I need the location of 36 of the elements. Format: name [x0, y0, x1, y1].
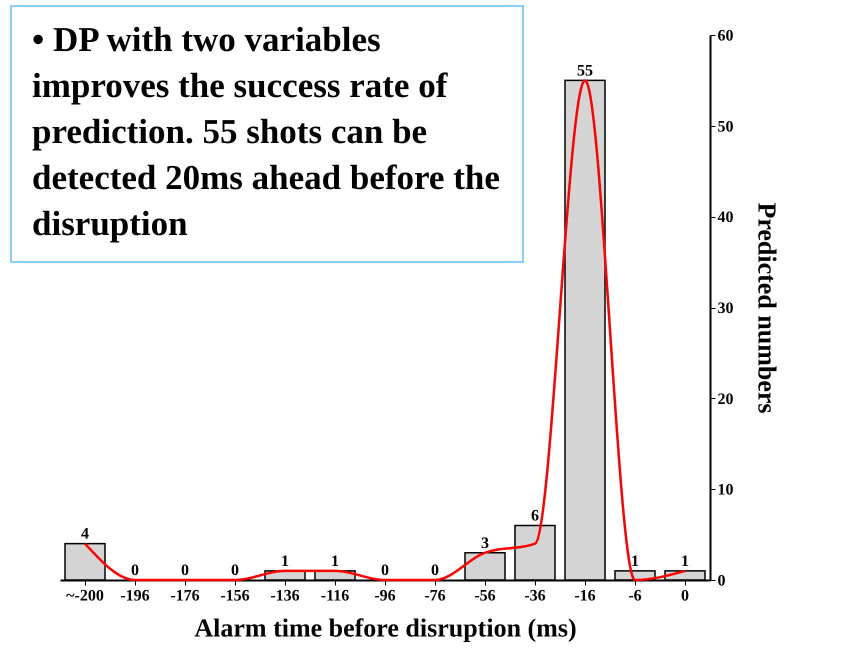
x-tick-label: ~-200 [66, 588, 104, 604]
data-label: 0 [431, 562, 439, 579]
data-label: 6 [531, 508, 539, 524]
x-tick-label: -36 [524, 588, 546, 604]
x-tick-label: -96 [374, 588, 396, 604]
x-axis-title: Alarm time before disruption (ms) [194, 614, 577, 642]
x-tick-label: -156 [220, 588, 250, 604]
data-label: 1 [631, 552, 639, 570]
data-label: 3 [481, 534, 489, 552]
x-tick-label: -196 [120, 588, 150, 604]
y-tick-label: 40 [718, 209, 734, 226]
x-tick-label: -136 [270, 588, 300, 604]
data-label: 1 [331, 552, 339, 570]
x-tick-label: -116 [320, 588, 350, 604]
x-tick-label: -56 [474, 588, 496, 604]
x-tick-label: -6 [628, 588, 642, 604]
data-label: 1 [281, 552, 289, 570]
y-tick-label: 60 [718, 28, 734, 44]
data-label: 0 [181, 562, 189, 579]
x-tick-label: -176 [170, 588, 200, 604]
annotation: • DP with two variables improves the success rate of prediction. 55 shots can be detected 20ms ahead before the disruption [10, 5, 524, 263]
data-label: 0 [381, 562, 389, 579]
x-tick-label: -76 [424, 588, 446, 604]
y-tick-label: 0 [718, 572, 726, 590]
x-tick-label: -16 [574, 588, 596, 604]
data-label: 0 [131, 562, 139, 579]
y-axis-title: Predicted numbers [752, 202, 782, 414]
x-tick-label: 0 [681, 588, 689, 604]
data-label: 55 [577, 62, 593, 80]
y-tick-label: 50 [718, 118, 734, 136]
y-tick-label: 30 [718, 300, 734, 317]
y-tick-label: 20 [718, 390, 734, 408]
data-label: 0 [231, 562, 239, 579]
data-label: 1 [681, 552, 689, 570]
data-label: 4 [81, 526, 89, 543]
y-tick-label: 10 [718, 482, 734, 499]
